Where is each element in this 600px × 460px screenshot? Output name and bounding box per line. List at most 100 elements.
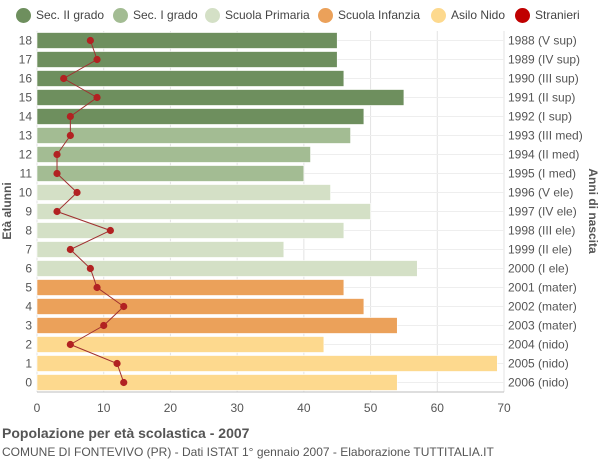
x-tick-label: 0	[34, 401, 41, 415]
y-tick-label-birth: 1998 (III ele)	[508, 224, 575, 238]
bar-age-9	[36, 203, 371, 220]
y-tick-label-birth: 2002 (mater)	[508, 300, 577, 314]
bar-age-16	[36, 70, 345, 87]
y-tick-label-age: 5	[25, 281, 32, 295]
x-tick-label: 50	[364, 401, 378, 415]
stranieri-point-age-3	[100, 321, 108, 330]
y-tick-label-age: 13	[19, 129, 33, 143]
y-tick-label-birth: 2001 (mater)	[508, 281, 577, 295]
bar-age-17	[36, 51, 338, 68]
x-tick-label: 30	[230, 401, 244, 415]
y-tick-label-age: 1	[25, 357, 32, 371]
legend-label: Stranieri	[535, 8, 580, 22]
y-tick-label-birth: 2006 (nido)	[508, 376, 569, 390]
bar-age-7	[36, 241, 285, 258]
legend-item-sec-ii-grado: Sec. II grado	[16, 4, 104, 26]
legend-label: Sec. II grado	[36, 8, 105, 22]
y-tick-label-age: 15	[19, 91, 33, 105]
legend-swatch	[318, 7, 333, 23]
stranieri-point-age-5	[93, 283, 101, 292]
bar-age-11	[36, 165, 305, 182]
stranieri-point-age-6	[86, 264, 94, 273]
bar-age-13	[36, 127, 351, 144]
y-tick-label-age: 8	[25, 224, 32, 238]
stranieri-point-age-7	[66, 245, 74, 254]
bar-age-14	[36, 108, 365, 125]
legend-label: Asilo Nido	[451, 8, 506, 22]
y-tick-label-birth: 2000 (I ele)	[508, 262, 569, 276]
y-tick-label-age: 2	[25, 338, 32, 352]
y-tick-label-age: 4	[25, 300, 32, 314]
y-tick-label-birth: 1999 (II ele)	[508, 243, 572, 257]
y-tick-label-age: 14	[19, 110, 33, 124]
stranieri-point-age-1	[113, 359, 121, 368]
stranieri-point-age-0	[120, 378, 128, 387]
stranieri-point-age-14	[66, 112, 74, 121]
y-axis-label-right: Anni di nascita	[586, 168, 600, 254]
bar-age-1	[36, 355, 498, 372]
stranieri-point-age-15	[93, 93, 101, 102]
legend-swatch	[431, 7, 446, 23]
y-tick-label-birth: 1990 (III sup)	[508, 72, 579, 86]
legend-item-sec-i-grado: Sec. I grado	[113, 4, 198, 26]
x-tick-label: 10	[97, 401, 111, 415]
bar-age-6	[36, 260, 418, 277]
bar-age-5	[36, 279, 345, 296]
chart-legend: Sec. II grado Sec. I grado Scuola Primar…	[0, 4, 600, 26]
y-tick-label-age: 18	[19, 34, 33, 48]
y-tick-label-birth: 1988 (V sup)	[508, 34, 577, 48]
y-tick-label-age: 11	[20, 167, 33, 181]
legend-swatch	[515, 7, 530, 23]
legend-swatch	[205, 7, 220, 23]
y-tick-label-birth: 1989 (IV sup)	[508, 53, 580, 67]
bar-age-8	[36, 222, 345, 239]
y-tick-label-age: 6	[25, 262, 32, 276]
y-tick-label-age: 12	[19, 148, 33, 162]
legend-swatch	[113, 7, 128, 23]
y-tick-label-birth: 2005 (nido)	[508, 357, 569, 371]
stranieri-point-age-18	[86, 36, 94, 45]
y-tick-label-birth: 2003 (mater)	[508, 319, 577, 333]
bar-age-0	[36, 374, 398, 391]
y-tick-label-age: 3	[25, 319, 32, 333]
bar-age-18	[36, 32, 338, 49]
stranieri-point-age-16	[60, 74, 68, 83]
bar-age-2	[36, 336, 325, 353]
y-tick-label-birth: 1993 (III med)	[508, 129, 583, 143]
stranieri-point-age-11	[53, 169, 61, 178]
y-tick-label-birth: 1991 (II sup)	[508, 91, 575, 105]
x-tick-label: 20	[164, 401, 178, 415]
chart-subtitle: COMUNE DI FONTEVIVO (PR) - Dati ISTAT 1°…	[2, 445, 494, 459]
y-tick-label-birth: 1994 (II med)	[508, 148, 579, 162]
legend-label: Scuola Infanzia	[338, 8, 421, 22]
y-tick-label-birth: 1995 (I med)	[508, 167, 576, 181]
legend-label: Sec. I grado	[133, 8, 198, 22]
y-tick-label-age: 10	[19, 186, 33, 200]
x-tick-label: 40	[297, 401, 311, 415]
legend-item-stranieri: Stranieri	[515, 4, 580, 26]
chart-title: Popolazione per età scolastica - 2007	[2, 425, 250, 441]
stranieri-point-age-2	[66, 340, 74, 349]
y-axis-label-left: Età alunni	[0, 182, 14, 239]
stranieri-point-age-12	[53, 150, 61, 159]
y-tick-label-birth: 1996 (V ele)	[508, 186, 573, 200]
stranieri-point-age-10	[73, 188, 81, 197]
y-tick-label-birth: 1992 (I sup)	[508, 110, 572, 124]
legend-item-asilo-nido: Asilo Nido	[431, 4, 505, 26]
bar-age-12	[36, 146, 311, 163]
bar-age-10	[36, 184, 331, 201]
stranieri-point-age-9	[53, 207, 61, 216]
y-tick-label-age: 17	[19, 53, 33, 67]
stranieri-point-age-17	[93, 55, 101, 64]
y-tick-label-age: 9	[25, 205, 32, 219]
stranieri-point-age-13	[66, 131, 74, 140]
y-tick-label-birth: 1997 (IV ele)	[508, 205, 577, 219]
y-tick-label-age: 0	[25, 376, 32, 390]
legend-swatch	[16, 7, 31, 23]
bar-age-15	[36, 89, 405, 106]
y-tick-label-age: 7	[25, 243, 32, 257]
legend-label: Scuola Primaria	[225, 8, 310, 22]
stranieri-point-age-8	[106, 226, 114, 235]
